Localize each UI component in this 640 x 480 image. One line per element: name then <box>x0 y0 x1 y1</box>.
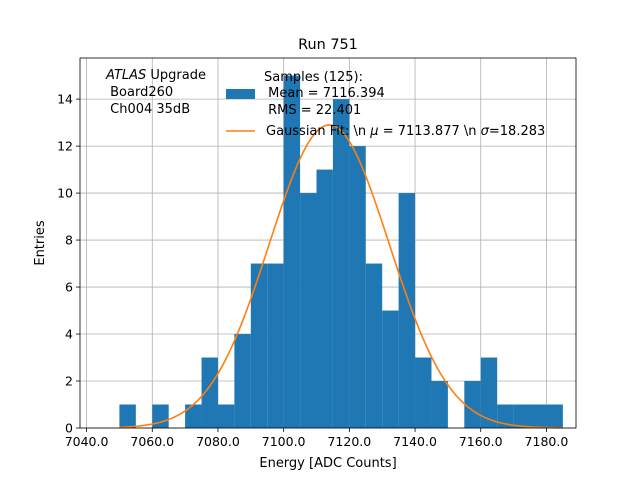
histogram-bar <box>234 334 251 428</box>
gaussian-fit <box>119 124 563 429</box>
histogram-bar <box>267 263 284 428</box>
histogram-bar <box>332 99 350 428</box>
y-axis-label: Entries <box>33 220 48 266</box>
chart-title: Run 751 <box>298 37 358 53</box>
legend-samples-line3: RMS = 22.401 <box>264 103 361 118</box>
atlas-italic: ATLAS <box>105 68 146 83</box>
histogram-bars <box>119 75 563 429</box>
x-tick-label: 7100.0 <box>262 434 306 449</box>
histogram-bar <box>513 404 531 428</box>
histogram-bar <box>152 404 169 428</box>
y-tick-label: 4 <box>65 327 73 342</box>
gaussian-fit-curve <box>119 124 563 429</box>
histogram-bar <box>546 404 563 428</box>
y-tick-label: 10 <box>57 186 73 201</box>
histogram-bar <box>530 404 547 428</box>
legend-samples-swatch <box>226 89 255 99</box>
histogram-bar <box>365 263 383 428</box>
x-tick-label: 7080.0 <box>196 434 240 449</box>
svg-text:ATLAS Upgrade: ATLAS Upgrade <box>105 68 206 83</box>
histogram-bar <box>431 381 448 428</box>
legend: Samples (125): Mean = 7116.394 RMS = 22.… <box>226 70 545 139</box>
x-tick-label: 7180.0 <box>525 434 569 449</box>
histogram-bar <box>119 404 136 428</box>
histogram-bar <box>185 404 202 428</box>
x-tick-label: 7060.0 <box>130 434 174 449</box>
plot-frame <box>79 57 577 429</box>
histogram-bar <box>349 146 366 428</box>
histogram-bar <box>415 357 432 428</box>
x-tick-label: 7120.0 <box>327 434 371 449</box>
legend-samples-line1: Samples (125): <box>264 70 363 85</box>
histogram-bar <box>300 193 317 428</box>
y-tick-label: 8 <box>65 233 73 248</box>
x-axis-label: Energy [ADC Counts] <box>259 456 396 471</box>
x-tick-label: 7160.0 <box>459 434 503 449</box>
x-tick-label: 7040.0 <box>65 434 109 449</box>
y-tick-label: 6 <box>65 280 73 295</box>
y-tick-label: 14 <box>57 92 73 107</box>
annotation-channel: Ch004 35dB <box>106 102 190 117</box>
histogram-bar <box>497 404 514 428</box>
histogram-bar <box>480 357 498 428</box>
histogram-bar <box>398 193 416 428</box>
histogram-bar <box>217 404 235 428</box>
atlas-annotation: ATLAS Upgrade Board260 Ch004 35dB <box>105 68 206 117</box>
histogram-bar <box>201 357 218 428</box>
atlas-upgrade: Upgrade <box>146 68 206 83</box>
histogram-bar <box>283 75 301 428</box>
annotation-board: Board260 <box>106 85 173 100</box>
histogram-bar <box>464 381 481 428</box>
legend-fit-label: Gaussian Fit: \n μ = 7113.877 \n σ=18.28… <box>266 124 545 139</box>
y-tick-label: 2 <box>65 374 73 389</box>
x-tick-label: 7140.0 <box>393 434 437 449</box>
histogram-bar <box>316 169 333 429</box>
x-axis-ticks: 7040.0 7060.0 7080.0 7100.0 7120.0 7140.0 7160… <box>65 428 569 449</box>
histogram-bar <box>250 263 268 428</box>
y-axis-ticks: 0 2 4 6 8 10 12 14 <box>57 92 80 436</box>
histogram-bar <box>382 310 399 428</box>
legend-samples-line2: Mean = 7116.394 <box>264 86 385 101</box>
y-tick-label: 0 <box>65 421 73 436</box>
y-tick-label: 12 <box>57 139 73 154</box>
